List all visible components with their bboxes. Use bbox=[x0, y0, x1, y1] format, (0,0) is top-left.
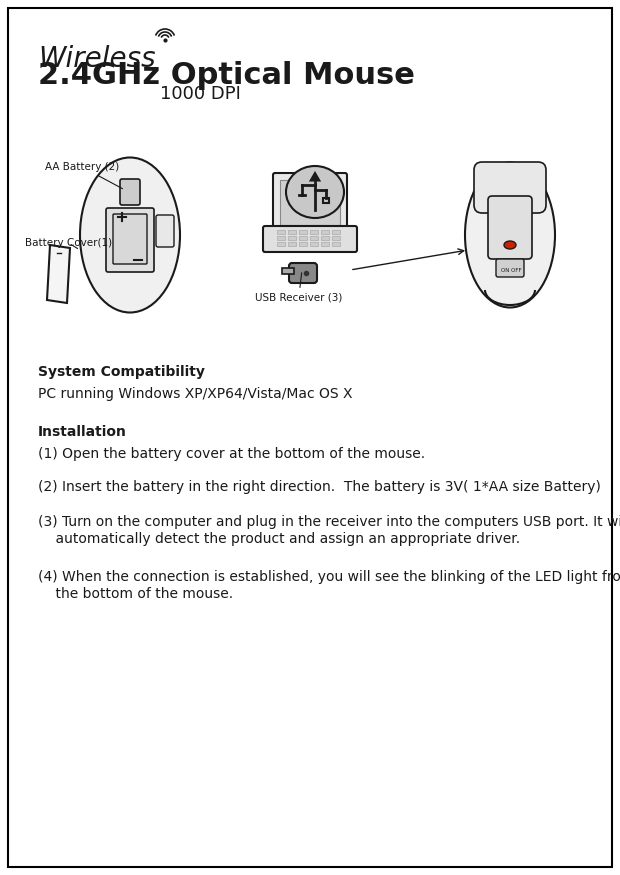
Bar bbox=[288, 236, 296, 240]
FancyBboxPatch shape bbox=[156, 215, 174, 247]
Bar bbox=[282, 268, 294, 274]
Text: 2.4GHz Optical Mouse: 2.4GHz Optical Mouse bbox=[38, 61, 415, 90]
Text: System Compatibility: System Compatibility bbox=[38, 365, 205, 379]
Polygon shape bbox=[47, 245, 70, 303]
Bar bbox=[299, 242, 307, 246]
Text: PC running Windows XP/XP64/Vista/Mac OS X: PC running Windows XP/XP64/Vista/Mac OS … bbox=[38, 387, 353, 401]
Bar bbox=[323, 198, 329, 203]
Bar bbox=[299, 236, 307, 240]
Bar bbox=[288, 242, 296, 246]
Text: Wireless: Wireless bbox=[38, 45, 156, 73]
Ellipse shape bbox=[80, 158, 180, 312]
Text: Installation: Installation bbox=[38, 425, 127, 439]
Bar bbox=[321, 242, 329, 246]
FancyBboxPatch shape bbox=[474, 162, 546, 213]
Text: (3) Turn on the computer and plug in the receiver into the computers USB port. I: (3) Turn on the computer and plug in the… bbox=[38, 515, 620, 529]
Bar bbox=[332, 236, 340, 240]
Bar bbox=[310, 236, 318, 240]
Text: (4) When the connection is established, you will see the blinking of the LED lig: (4) When the connection is established, … bbox=[38, 570, 620, 584]
Bar bbox=[332, 230, 340, 234]
FancyBboxPatch shape bbox=[106, 208, 154, 272]
Text: (2) Insert the battery in the right direction.  The battery is 3V( 1*AA size Bat: (2) Insert the battery in the right dire… bbox=[38, 480, 601, 494]
Text: 1000 DPI: 1000 DPI bbox=[159, 85, 241, 103]
FancyBboxPatch shape bbox=[289, 263, 317, 283]
Text: USB Receiver (3): USB Receiver (3) bbox=[255, 273, 342, 303]
Bar bbox=[277, 230, 285, 234]
FancyBboxPatch shape bbox=[496, 259, 524, 277]
Bar bbox=[321, 230, 329, 234]
Bar bbox=[288, 230, 296, 234]
Text: automatically detect the product and assign an appropriate driver.: automatically detect the product and ass… bbox=[38, 532, 520, 546]
Ellipse shape bbox=[286, 166, 344, 218]
Bar bbox=[310, 230, 318, 234]
Bar bbox=[277, 242, 285, 246]
Bar bbox=[277, 236, 285, 240]
FancyBboxPatch shape bbox=[113, 214, 147, 264]
Ellipse shape bbox=[504, 241, 516, 249]
FancyBboxPatch shape bbox=[263, 226, 357, 252]
Bar bbox=[299, 230, 307, 234]
Text: ON OFF: ON OFF bbox=[501, 268, 521, 272]
Bar bbox=[310, 242, 318, 246]
FancyBboxPatch shape bbox=[488, 196, 532, 259]
Ellipse shape bbox=[465, 163, 555, 307]
Text: (1) Open the battery cover at the bottom of the mouse.: (1) Open the battery cover at the bottom… bbox=[38, 447, 425, 461]
Bar bbox=[321, 236, 329, 240]
Text: the bottom of the mouse.: the bottom of the mouse. bbox=[38, 587, 233, 601]
Bar bbox=[280, 180, 340, 225]
Text: AA Battery (2): AA Battery (2) bbox=[45, 162, 123, 189]
Bar bbox=[332, 242, 340, 246]
Text: Battery Cover(1): Battery Cover(1) bbox=[25, 238, 112, 248]
FancyBboxPatch shape bbox=[273, 173, 347, 232]
FancyBboxPatch shape bbox=[120, 179, 140, 205]
